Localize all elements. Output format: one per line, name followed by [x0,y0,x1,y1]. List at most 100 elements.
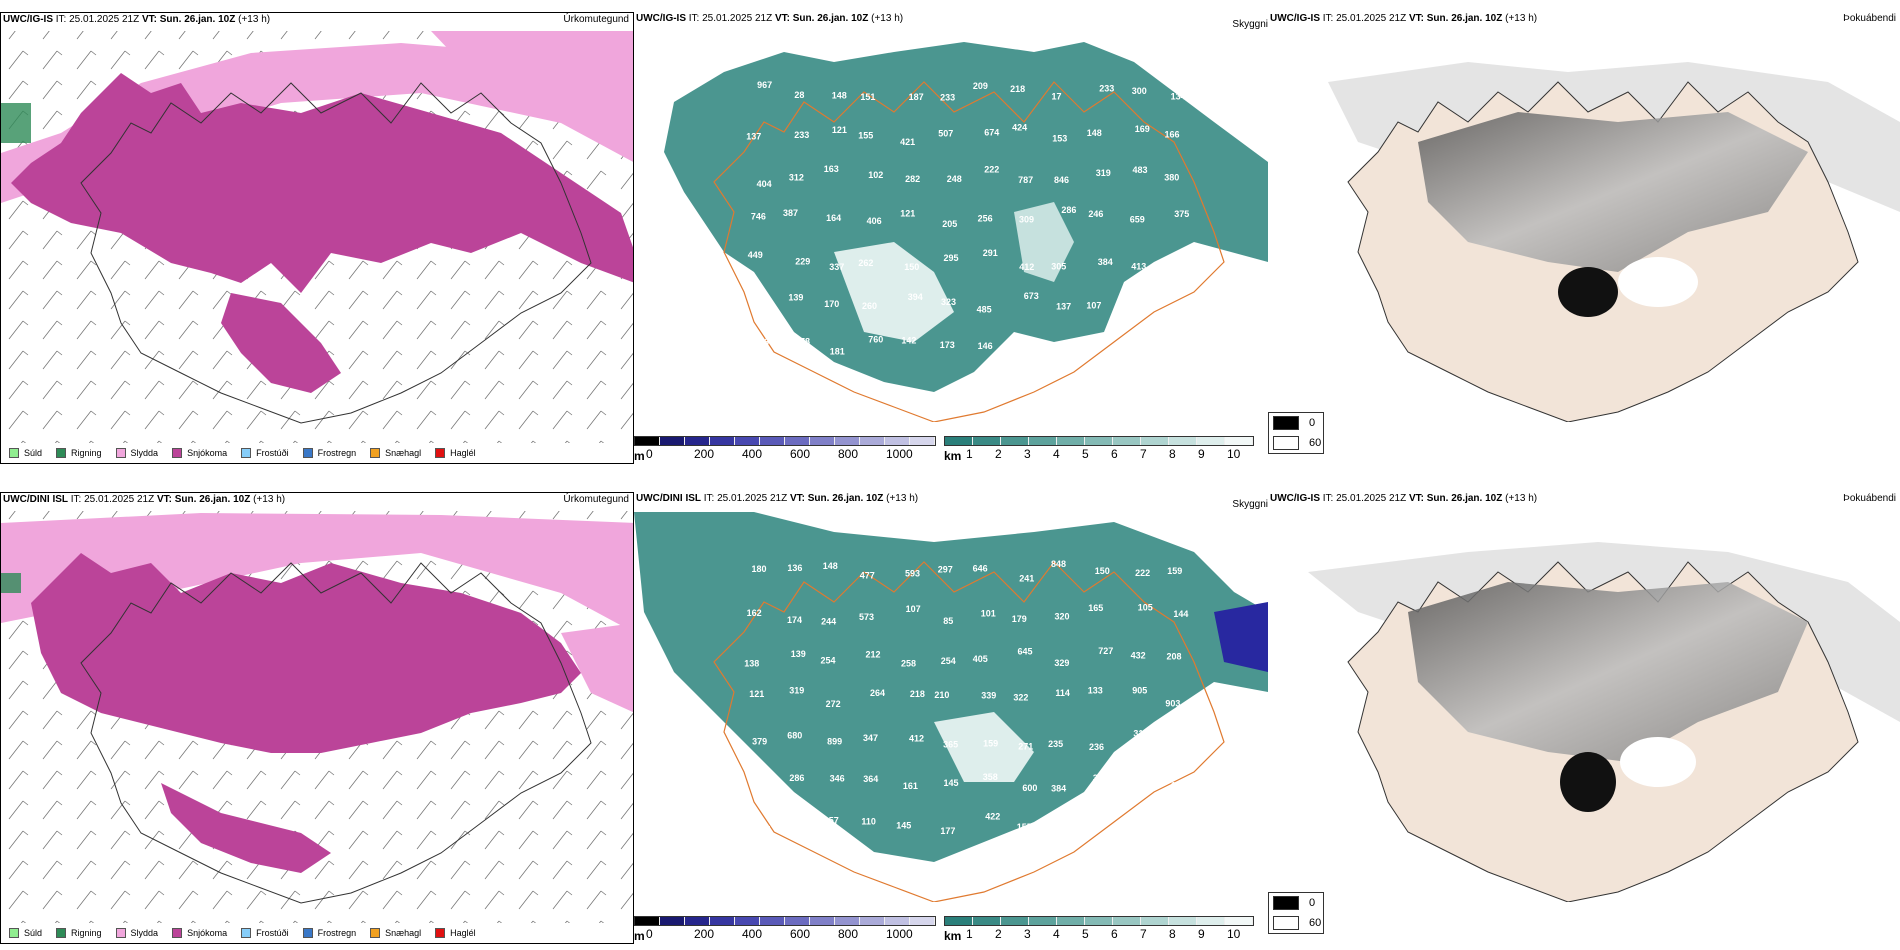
legend-label: Haglél [450,928,476,938]
ceiling-label: 300 [1132,86,1147,96]
ceiling-label: 109 [1053,346,1068,356]
precip-title-top: Úrkomutegund [563,14,629,25]
ceiling-label: 157 [824,816,839,826]
cloud-header-bottom: UWC/DINI ISL IT: 25.01.2025 21Z VT: Sun.… [636,492,918,508]
ceiling-label: 645 [1018,646,1033,656]
cloud-map-bottom: 180 136 148 477 593 297 646 241 848 150 222 159 162 1… [634,492,1268,902]
ceiling-label: 110 [861,816,876,826]
ceiling-label: 121 [749,689,764,699]
legend-swatch [1273,896,1299,910]
fog-panel-bottom: UWC/IG-IS IT: 25.01.2025 21Z VT: Sun. 26… [1268,492,1900,944]
colorbar-segment [1225,437,1253,445]
ceiling-label: 674 [984,127,999,137]
ceiling-label: 98 [1087,346,1097,356]
legend-label: Frostúði [256,928,289,938]
colorbar-segment [660,917,685,925]
ceiling-label: 137 [746,132,761,142]
ceiling-label: 212 [866,649,881,659]
vt-value: Sun. 26.jan. 10Z [159,14,236,25]
precip-legend-item: Snjókoma [172,928,227,938]
vt-label: VT: [156,494,172,505]
ceiling-label: 309 [1019,214,1034,224]
legend-swatch [370,928,381,938]
precip-legend-item: Snæhagl [370,928,421,938]
ceiling-label: 121 [900,209,915,219]
ceiling-label: 282 [905,174,920,184]
colorbar-segment [860,917,885,925]
colorbar-segment [1169,917,1197,925]
ceiling-label: 133 [1088,685,1103,695]
colorbar-segment [685,917,710,925]
legend-swatch [435,928,446,938]
colorbar-segment [973,917,1001,925]
ceiling-label: 600 [1022,783,1037,793]
ceiling-label: 413 [1131,262,1146,272]
ceiling-label: 205 [1174,302,1189,312]
ceiling-label: 384 [1098,257,1113,267]
colorbar-tick: 1 [966,927,973,941]
ceiling-label: 173 [940,340,955,350]
ceiling-label: 166 [1165,130,1180,140]
ceiling-label: 162 [747,608,762,618]
colorbar-segment [710,437,735,445]
ceiling-label: 218 [910,689,925,699]
precip-legend-item: Frostregn [302,448,356,458]
fog-map-bottom [1268,492,1900,902]
colorbar-tick: 1 [966,447,973,461]
ceiling-label: 646 [973,564,988,574]
ceiling-label: 406 [867,216,882,226]
colorbar-segment [1169,437,1197,445]
ceiling-label: 573 [859,612,874,622]
ceiling-label: 365 [943,740,958,750]
ceiling-label: 246 [1088,209,1103,219]
ceiling-label: 322 [1013,693,1028,703]
ceiling-label: 181 [830,347,845,357]
ceiling-label: 264 [870,688,885,698]
ceiling-label: 148 [823,561,838,571]
colorbar-segment [710,917,735,925]
ceiling-label: 144 [1173,609,1188,619]
legend-swatch [1273,436,1299,450]
precip-legend-item: Haglél [435,928,476,938]
ceiling-label: 177 [940,826,955,836]
colorbar-tick: 6 [1111,927,1118,941]
ceiling-label: 278 [795,337,810,347]
legend-swatch [370,448,381,458]
ceiling-label: 358 [983,772,998,782]
cloud-title-bottom: Skyggni [1232,499,1268,510]
colorbar-segment [1113,437,1141,445]
ceiling-label: 848 [1051,559,1066,569]
ceiling-label: 305 [1051,262,1066,272]
colorbar-segment [1225,917,1253,925]
colorbar-segment [885,437,910,445]
colorbar-segment [1141,917,1169,925]
colorbar-tick: 5 [1082,447,1089,461]
colorbar-segment [910,917,935,925]
legend-swatch [1273,416,1299,430]
ceiling-label: 85 [943,616,953,626]
legend-swatch [302,928,313,938]
precip-panel-top: UWC/IG-IS IT: 25.01.2025 21Z VT: Sun. 26… [0,12,634,464]
precip-legend-item: Rigning [56,928,102,938]
colorbar-tick: 1000 [886,927,913,941]
ceiling-label: 286 [1061,205,1076,215]
fog-legend-item: 0 [1269,413,1323,433]
cloud-title-top: Skyggni [1232,19,1268,30]
colorbar-unit: m [634,929,645,943]
precip-title-bottom: Úrkomutegund [563,494,629,505]
it-value: 25.01.2025 21Z [69,14,140,25]
vt-label: VT: [774,13,790,24]
ceiling-label: 145 [944,778,959,788]
colorbar-strip [944,436,1254,446]
ceiling-label: 102 [868,170,883,180]
colorbar-segment [785,437,810,445]
ceiling-label: 291 [983,248,998,258]
ceiling-label: 375 [1174,209,1189,219]
ceiling-label: 260 [862,301,877,311]
ceiling-label: 673 [1024,291,1039,301]
colorbar-segment [810,917,835,925]
colorbar-tick: 1000 [886,447,913,461]
ceiling-colorbar-top: m 0 200 400 600 800 1000 [634,436,940,464]
ceiling-label: 148 [1087,128,1102,138]
model-name: UWC/IG-IS [636,13,686,24]
